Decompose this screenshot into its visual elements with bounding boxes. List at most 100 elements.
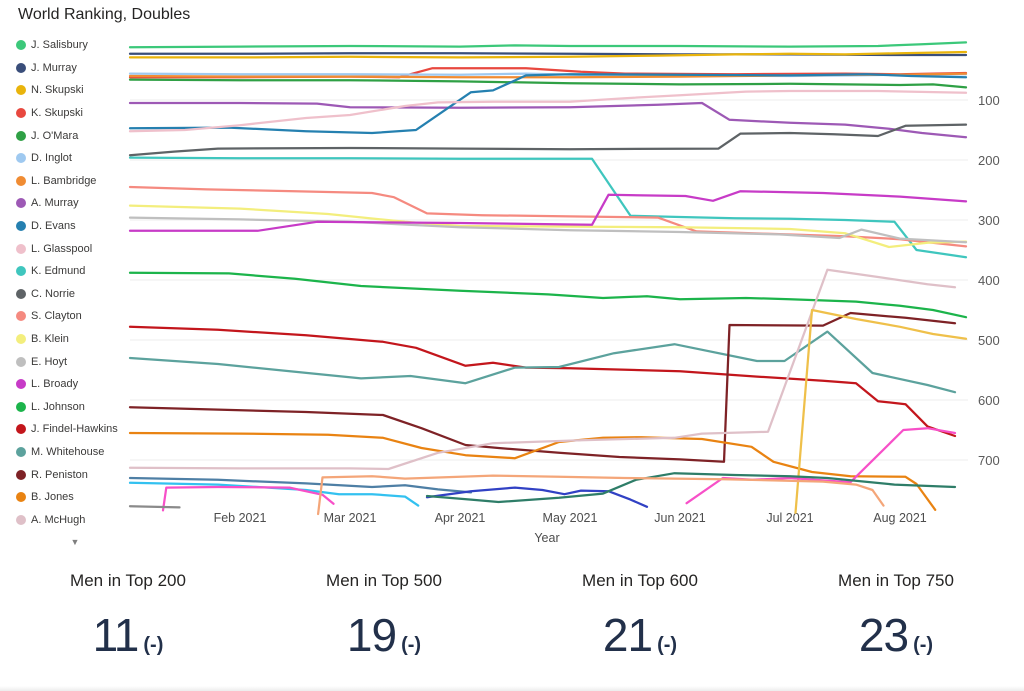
legend-dot-icon	[16, 62, 26, 73]
legend-label: J. Findel-Hawkins	[31, 423, 118, 436]
legend-label: S. Clayton	[31, 310, 82, 323]
series-line-b-klein	[128, 204, 968, 249]
legend-dot-icon	[16, 379, 26, 390]
ranking-line-chart[interactable]: 100 200 300 400 500 600 700 Feb 2021 Mar 2021 Apr…	[0, 0, 1024, 560]
legend-item-e-hoyt[interactable]: E. Hoyt	[16, 350, 134, 373]
legend-item-c-norrie[interactable]: C. Norrie	[16, 283, 134, 306]
series-line-l-glasspool	[128, 89, 968, 133]
legend-dot-icon	[16, 198, 26, 209]
series-line-s-clayton	[128, 185, 968, 248]
kpi-card-top-600: Men in Top 600 21 (-)	[512, 571, 768, 662]
legend-dot-icon	[16, 130, 26, 141]
legend-label: J. O'Mara	[31, 129, 79, 142]
y-axis-tick-label: 600	[978, 393, 1000, 408]
legend-item-l-johnson[interactable]: L. Johnson	[16, 396, 134, 419]
legend-label: K. Skupski	[31, 107, 83, 120]
legend-item-k-skupski[interactable]: K. Skupski	[16, 102, 134, 125]
legend-dot-icon	[16, 469, 26, 480]
legend-label: N. Skupski	[31, 84, 84, 97]
legend-item-r-peniston[interactable]: R. Peniston	[16, 463, 134, 486]
series-line	[128, 476, 473, 494]
legend-dot-icon	[16, 40, 26, 51]
legend-item-j-salisbury[interactable]: J. Salisbury	[16, 34, 134, 57]
legend-dot-icon	[16, 221, 26, 232]
legend-label: B. Klein	[31, 333, 69, 346]
series-line	[685, 427, 957, 505]
series-line	[161, 485, 335, 512]
series-line-d-evans	[128, 73, 968, 135]
series-line-b-jones	[128, 431, 937, 511]
legend-label: L. Bambridge	[31, 174, 97, 187]
legend-dot-icon	[16, 401, 26, 412]
kpi-card-top-500: Men in Top 500 19 (-)	[256, 571, 512, 662]
series-line	[425, 472, 957, 504]
legend-item-j-o-mara[interactable]: J. O'Mara	[16, 124, 134, 147]
kpi-title: Men in Top 750	[838, 571, 954, 590]
legend-dot-icon	[16, 288, 26, 299]
legend-label: D. Evans	[31, 220, 76, 233]
legend-item-l-bambridge[interactable]: L. Bambridge	[16, 170, 134, 193]
legend-item-l-broady[interactable]: L. Broady	[16, 373, 134, 396]
legend-item-d-inglot[interactable]: D. Inglot	[16, 147, 134, 170]
series-line-k-edmund	[128, 156, 968, 259]
legend-item-s-clayton[interactable]: S. Clayton	[16, 305, 134, 328]
kpi-row: Men in Top 200 11 (-) Men in Top 500 19 (-…	[0, 571, 1024, 662]
legend-item-a-mchugh[interactable]: A. McHugh	[16, 508, 134, 531]
series-line-a-mchugh	[128, 268, 957, 471]
x-axis-tick-label: Mar 2021	[324, 511, 377, 525]
series-line-m-whitehouse	[128, 330, 957, 394]
legend-item-m-whitehouse[interactable]: M. Whitehouse	[16, 441, 134, 464]
legend-label: K. Edmund	[31, 265, 86, 278]
kpi-value: 21	[602, 609, 653, 661]
series-line-j-salisbury	[128, 41, 968, 49]
legend-item-b-jones[interactable]: B. Jones	[16, 486, 134, 509]
y-axis-tick-label: 700	[978, 453, 1000, 468]
legend-item-l-glasspool[interactable]: L. Glasspool	[16, 237, 134, 260]
legend-label: A. McHugh	[31, 513, 86, 526]
legend-label: L. Johnson	[31, 400, 85, 413]
legend-label: J. Salisbury	[31, 39, 88, 52]
legend-label: B. Jones	[31, 491, 74, 504]
kpi-delta: (-)	[143, 634, 164, 656]
chart-title: World Ranking, Doubles	[18, 6, 191, 23]
legend-dot-icon	[16, 446, 26, 457]
x-axis-tick-label: Apr 2021	[435, 511, 486, 525]
x-axis-tick-label: Aug 2021	[873, 511, 927, 525]
legend-item-n-skupski[interactable]: N. Skupski	[16, 79, 134, 102]
legend-item-j-murray[interactable]: J. Murray	[16, 57, 134, 80]
legend-item-b-klein[interactable]: B. Klein	[16, 328, 134, 351]
legend-item-d-evans[interactable]: D. Evans	[16, 215, 134, 238]
legend-label: C. Norrie	[31, 287, 76, 300]
legend-label: L. Glasspool	[31, 242, 93, 255]
series-line	[794, 308, 968, 514]
x-axis-tick-label: May 2021	[543, 511, 598, 525]
legend-label: M. Whitehouse	[31, 445, 105, 458]
legend-item-k-edmund[interactable]: K. Edmund	[16, 260, 134, 283]
legend-dot-icon	[16, 85, 26, 96]
legend-dot-icon	[16, 311, 26, 322]
legend-item-j-findel-hawkins[interactable]: J. Findel-Hawkins	[16, 418, 134, 441]
y-axis-tick-label: 500	[978, 333, 1000, 348]
legend-dot-icon	[16, 108, 26, 119]
legend-label: J. Murray	[31, 61, 77, 74]
kpi-value: 23	[858, 609, 909, 661]
series-line	[128, 505, 181, 509]
kpi-title: Men in Top 500	[326, 571, 442, 590]
legend-label: A. Murray	[31, 197, 79, 210]
legend-dot-icon	[16, 243, 26, 254]
legend-label: L. Broady	[31, 378, 79, 391]
x-axis-tick-label: Jul 2021	[766, 511, 813, 525]
series-line	[128, 481, 420, 507]
series-line-l-broady	[128, 190, 968, 232]
kpi-delta: (-)	[657, 634, 678, 656]
legend-dot-icon	[16, 153, 26, 164]
legend-item-a-murray[interactable]: A. Murray	[16, 192, 134, 215]
series-line	[316, 474, 885, 516]
kpi-card-top-200: Men in Top 200 11 (-)	[0, 571, 256, 662]
series-line-r-peniston	[128, 311, 957, 463]
series-line-a-murray	[128, 101, 968, 139]
next-row-visuals-edge	[0, 686, 1024, 691]
legend-scroll-down-icon[interactable]: ▼	[70, 537, 80, 548]
series-line-j-findel-hawkins	[128, 325, 957, 438]
